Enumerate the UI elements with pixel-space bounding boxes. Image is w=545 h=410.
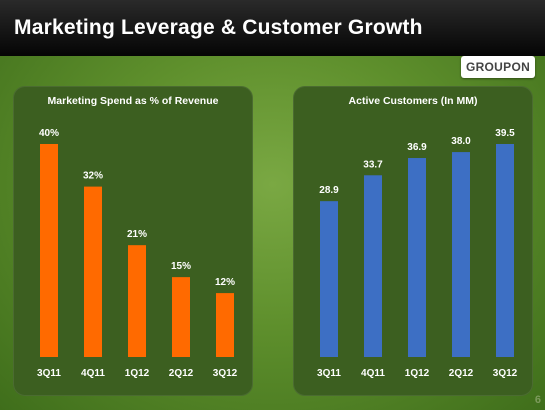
- data-label: 33.7: [363, 159, 383, 170]
- bar-3q12: [216, 293, 234, 357]
- category-label: 3Q12: [213, 368, 238, 379]
- data-label: 12%: [215, 277, 235, 288]
- category-label: 4Q11: [361, 368, 385, 379]
- category-label: 2Q12: [449, 368, 474, 379]
- data-label: 28.9: [319, 185, 339, 196]
- bar-3q11: [40, 144, 58, 357]
- data-label: 15%: [171, 261, 191, 272]
- groupon-logo: GROUPON: [461, 56, 535, 78]
- data-label: 39.5: [495, 128, 515, 139]
- chart-title: Active Customers (In MM): [349, 95, 478, 107]
- slide-number: 6: [534, 394, 541, 406]
- bar-2q12: [452, 152, 470, 357]
- bar-3q12: [496, 144, 514, 357]
- data-label: 36.9: [407, 142, 427, 153]
- marketing-spend-panel: Marketing Spend as % of Revenue 40% 3Q11 32…: [13, 86, 253, 396]
- bar-4q11: [364, 175, 382, 357]
- bar-2q12: [172, 277, 190, 357]
- bar-3q11: [320, 201, 338, 357]
- category-label: 1Q12: [125, 368, 150, 379]
- category-label: 4Q11: [81, 368, 105, 379]
- data-label: 21%: [127, 229, 147, 240]
- slide-title: Marketing Leverage & Customer Growth: [14, 16, 423, 39]
- active-customers-chart: Active Customers (In MM) 28.9 3Q11 33.7 4Q11…: [317, 95, 518, 379]
- chart-title: Marketing Spend as % of Revenue: [48, 95, 219, 107]
- category-label: 2Q12: [169, 368, 194, 379]
- title-bar: Marketing Leverage & Customer Growth: [0, 0, 545, 56]
- logo-text: GROUPON: [465, 60, 531, 74]
- bar-1q12: [408, 158, 426, 357]
- bar-4q11: [84, 186, 102, 357]
- marketing-spend-chart: Marketing Spend as % of Revenue 40% 3Q11 32…: [37, 95, 238, 379]
- data-label: 38.0: [451, 136, 471, 147]
- data-label: 40%: [39, 128, 59, 139]
- active-customers-panel: Active Customers (In MM) 28.9 3Q11 33.7 4Q11…: [293, 86, 533, 396]
- bar-1q12: [128, 245, 146, 357]
- category-label: 1Q12: [405, 368, 430, 379]
- category-label: 3Q12: [493, 368, 518, 379]
- category-label: 3Q11: [317, 368, 341, 379]
- category-label: 3Q11: [37, 368, 61, 379]
- data-label: 32%: [83, 171, 103, 182]
